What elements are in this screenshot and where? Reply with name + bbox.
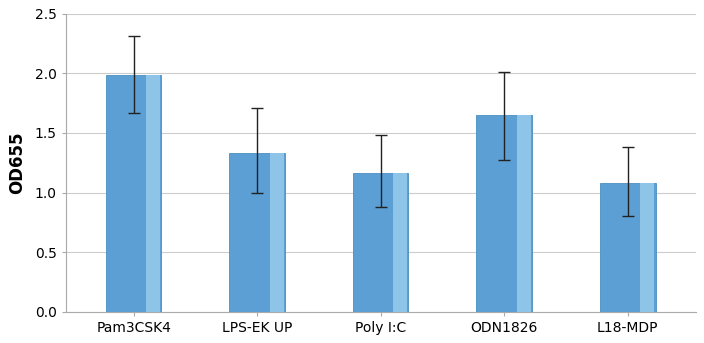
Bar xyxy=(106,74,161,312)
Bar xyxy=(600,183,655,312)
Bar xyxy=(477,115,532,312)
Bar xyxy=(517,115,531,312)
Bar xyxy=(640,183,654,312)
Bar xyxy=(353,174,408,312)
Y-axis label: OD655: OD655 xyxy=(8,131,26,194)
Bar xyxy=(394,174,407,312)
Bar xyxy=(230,153,285,312)
Bar xyxy=(146,74,160,312)
Bar xyxy=(270,153,284,312)
